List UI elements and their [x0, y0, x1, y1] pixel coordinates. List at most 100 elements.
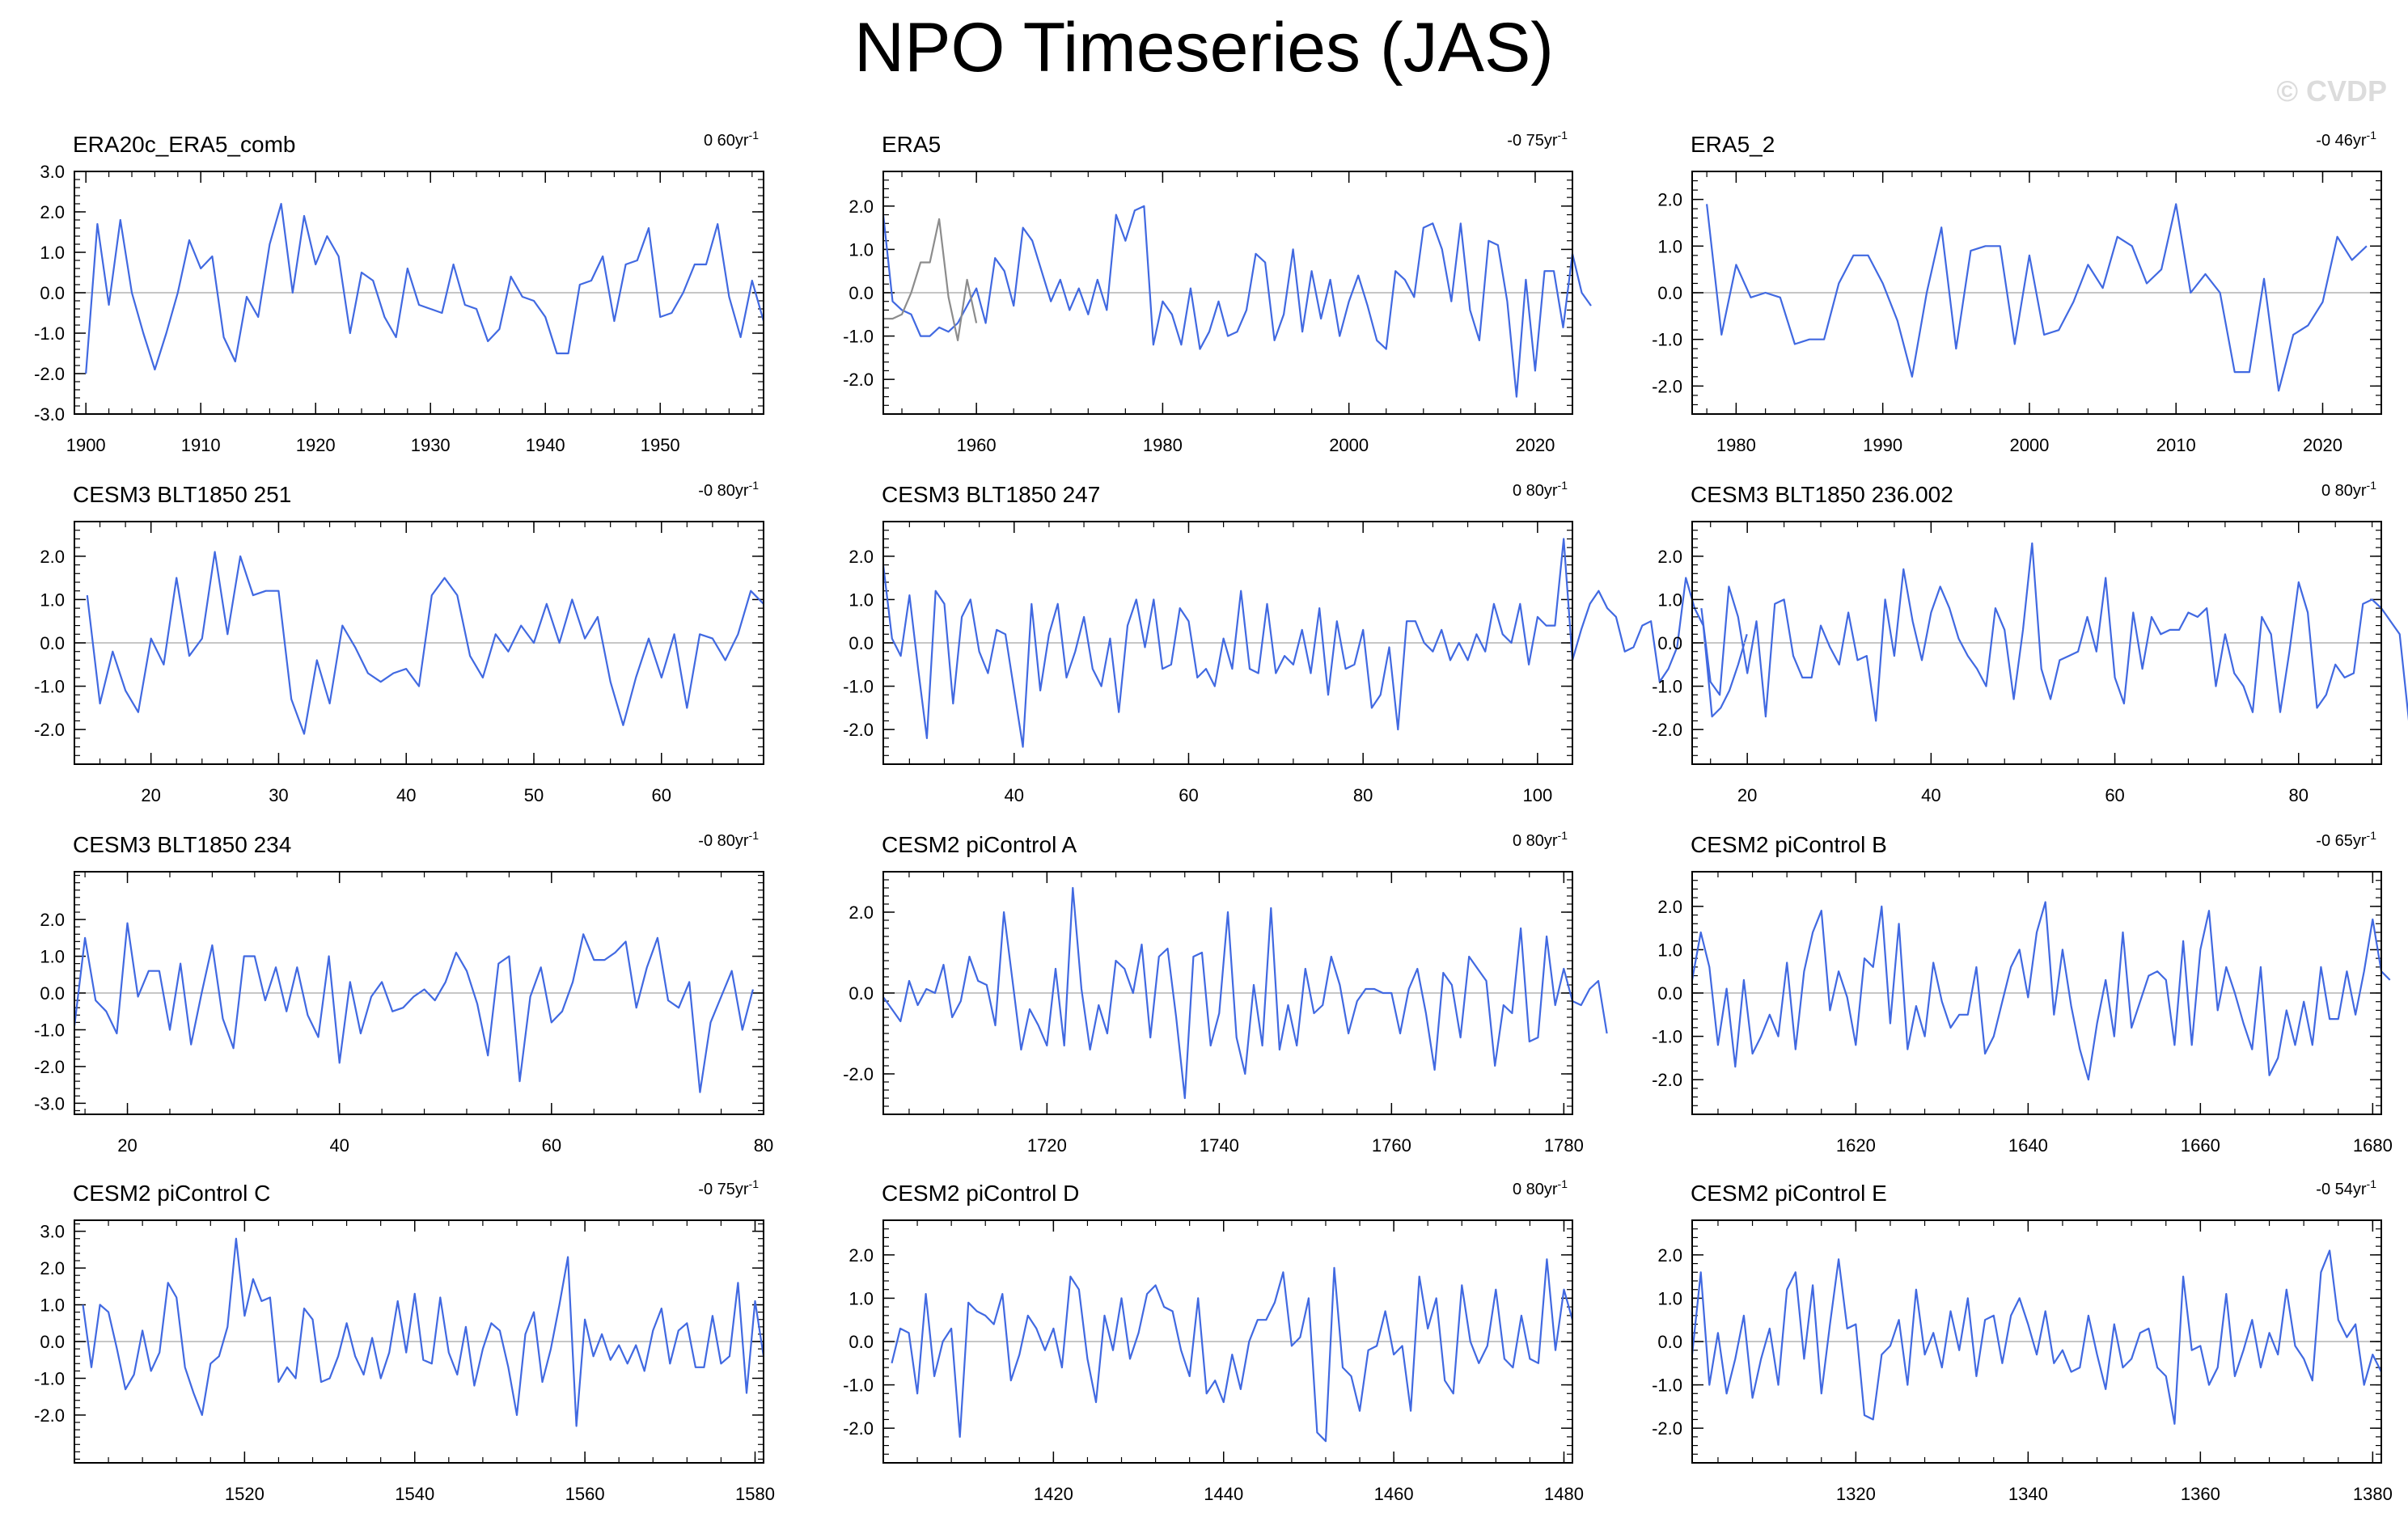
panel-5: CESM3 BLT1850 247 0 80yr-1 2.0 1.0 0.0 -1.0 -2…	[843, 479, 1748, 805]
x-tick-label: 80	[754, 1135, 773, 1156]
plot-frame	[882, 521, 1573, 765]
y-tick-label: -1.0	[843, 677, 874, 697]
x-tick-label: 1440	[1204, 1484, 1243, 1504]
series-line-1	[1706, 203, 2368, 392]
trend-label: 0 80yr-1	[1513, 479, 1568, 500]
panel-3: ERA5_2 -0 46yr-1 2.0 1.0 0.0 -1.0 -2.0 1980 1990…	[1652, 129, 2382, 455]
panel-6: CESM3 BLT1850 236.002 0 80yr-1 2.0 1.0 0.0 -1…	[1652, 479, 2408, 805]
trend-label: -0 75yr-1	[698, 1177, 759, 1198]
y-tick-label: 0.0	[849, 633, 874, 653]
plot-frame	[74, 521, 764, 765]
panel-title: CESM2 piControl D	[882, 1181, 1079, 1206]
y-tick-label: 2.0	[1657, 190, 1682, 210]
y-tick-label: -1.0	[1652, 677, 1682, 697]
watermark: © CVDP	[2276, 74, 2387, 108]
y-tick-label: 2.0	[40, 547, 65, 567]
trend-label: 0 60yr-1	[704, 129, 759, 150]
x-tick-label: 1320	[1836, 1484, 1876, 1504]
panel-11: CESM2 piControl D 0 80yr-1 2.0 1.0 0.0 -1.0 -2…	[843, 1177, 1584, 1504]
minor-ticks	[1692, 871, 2381, 1114]
x-tick-label: 80	[2289, 785, 2309, 805]
x-tick-label: 2000	[2009, 435, 2049, 455]
y-tick-label: -2.0	[1652, 1070, 1682, 1090]
y-tick-label: 1.0	[849, 590, 874, 610]
trend-unit: -1	[749, 479, 760, 492]
y-tick-label: 0.0	[40, 283, 65, 303]
x-tick-label: 1540	[395, 1484, 434, 1504]
x-tick-label: 1940	[526, 435, 565, 455]
y-tick-label: 1.0	[1657, 236, 1682, 256]
y-tick-label: -2.0	[34, 720, 65, 740]
x-tick-label: 1380	[2353, 1484, 2393, 1504]
y-tick-label: 2.0	[1657, 547, 1682, 567]
x-tick-label: 1460	[1374, 1484, 1414, 1504]
plot-frame	[882, 171, 1573, 415]
series-line-1	[1691, 901, 2391, 1081]
panel-12: CESM2 piControl E -0 54yr-1 2.0 1.0 0.0 -1.0 -…	[1652, 1177, 2393, 1504]
panel-title: CESM3 BLT1850 251	[73, 482, 291, 507]
x-tick-label: 60	[1179, 785, 1198, 805]
x-tick-label: 50	[524, 785, 544, 805]
trend-unit: -1	[1558, 829, 1568, 842]
x-tick-label: 1760	[1372, 1135, 1411, 1156]
y-tick-label: -1.0	[843, 1376, 874, 1396]
x-tick-label: 1980	[1716, 435, 1756, 455]
y-tick-label: -1.0	[843, 327, 874, 347]
x-tick-label: 1930	[411, 435, 451, 455]
panel-9: CESM2 piControl B -0 65yr-1 2.0 1.0 0.0 -1.0 -…	[1652, 829, 2393, 1156]
series-line-2	[883, 218, 978, 341]
plot-frame	[882, 871, 1573, 1115]
panel-title: CESM3 BLT1850 234	[73, 832, 291, 857]
trend-unit: -1	[2367, 829, 2377, 842]
y-tick-label: -1.0	[34, 323, 65, 344]
x-tick-label: 20	[141, 785, 160, 805]
plot-frame	[74, 1219, 764, 1464]
trend-label: -0 80yr-1	[698, 829, 759, 850]
x-tick-label: 1360	[2181, 1484, 2220, 1504]
y-tick-label: -1.0	[34, 1368, 65, 1388]
y-tick-label: -2.0	[34, 1405, 65, 1426]
x-tick-label: 60	[542, 1135, 561, 1156]
trend-value: -0 54yr	[2316, 1181, 2367, 1198]
series-line-1	[891, 1258, 1574, 1443]
x-tick-label: 20	[1737, 785, 1757, 805]
y-tick-label: 3.0	[40, 162, 65, 182]
x-tick-label: 1920	[296, 435, 336, 455]
trend-unit: -1	[749, 1177, 760, 1190]
panel-title: CESM3 BLT1850 247	[882, 482, 1100, 507]
series-line-1	[86, 551, 764, 735]
y-tick-label: 0.0	[1657, 983, 1682, 1004]
y-tick-label: 0.0	[849, 1332, 874, 1352]
panel-title: CESM3 BLT1850 236.002	[1691, 482, 1953, 507]
x-tick-label: 80	[1353, 785, 1373, 805]
y-tick-label: -2.0	[34, 364, 65, 384]
trend-unit: -1	[1558, 479, 1568, 492]
x-tick-label: 60	[2105, 785, 2124, 805]
y-tick-label: 2.0	[849, 1245, 874, 1266]
y-tick-label: 1.0	[40, 590, 65, 610]
x-tick-label: 1660	[2181, 1135, 2220, 1156]
panel-title: ERA5_2	[1691, 132, 1775, 157]
trend-label: -0 75yr-1	[1507, 129, 1568, 150]
y-tick-label: 2.0	[849, 547, 874, 567]
panel-title: ERA20c_ERA5_comb	[73, 132, 295, 157]
y-tick-label: -3.0	[34, 1093, 65, 1114]
x-tick-label: 20	[117, 1135, 137, 1156]
trend-label: -0 54yr-1	[2316, 1177, 2376, 1198]
x-tick-label: 1910	[181, 435, 221, 455]
y-tick-label: 1.0	[40, 947, 65, 967]
x-tick-label: 1960	[957, 435, 997, 455]
y-tick-label: 1.0	[849, 239, 874, 260]
y-tick-label: 0.0	[40, 983, 65, 1004]
trend-unit: -1	[2367, 479, 2377, 492]
panel-1: ERA20c_ERA5_comb 0 60yr-1 3.0 2.0 1.0 0.0 -1.0…	[34, 129, 765, 455]
y-tick-label: 2.0	[1657, 897, 1682, 917]
x-tick-label: 1340	[2008, 1484, 2048, 1504]
panel-7: CESM3 BLT1850 234 -0 80yr-1 2.0 1.0 0.0 -1.0 -…	[34, 829, 773, 1156]
x-tick-label: 1780	[1544, 1135, 1584, 1156]
trend-label: -0 80yr-1	[698, 479, 759, 500]
panel-title: CESM2 piControl B	[1691, 832, 1887, 857]
y-tick-label: -2.0	[843, 370, 874, 390]
